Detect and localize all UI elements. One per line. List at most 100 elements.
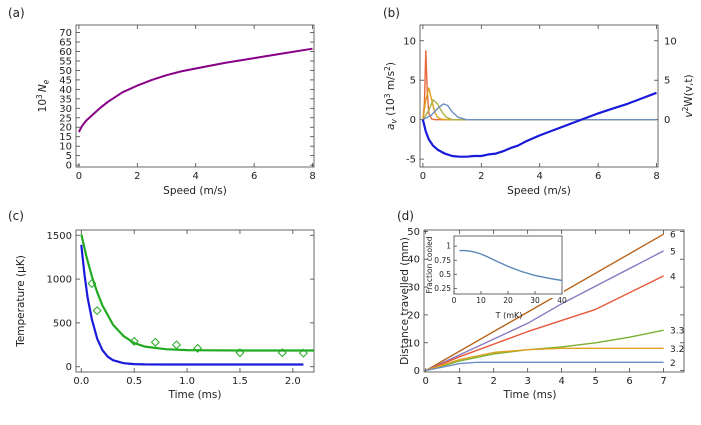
panel-b-xtick-label: 2 <box>478 171 484 182</box>
panel-a-xlabel: Speed (m/s) <box>163 185 227 197</box>
panel-c-xtick-label: 0.5 <box>126 376 142 387</box>
panel-a-xtick-label: 8 <box>309 171 315 182</box>
panel-c-data-point <box>171 340 181 350</box>
panel-c: (c) 0.0 0.5 1.0 1.5 2.0 0 500 1000 1500 Time (m… <box>8 209 315 401</box>
panel-a-ytick-label: 40 <box>59 85 72 96</box>
panel-a-series <box>78 47 313 133</box>
panel-d-frame <box>423 229 685 373</box>
panel-b-xtick-label: 0 <box>420 171 426 182</box>
panel-d-line-label: 3.3 <box>670 327 684 337</box>
panel-a-ytick-label: 15 <box>59 132 72 143</box>
inset-ylabel: Fraction cooled <box>425 236 434 293</box>
panel-c-data-point <box>298 348 308 358</box>
panel-c-data-point <box>87 278 97 288</box>
panel-d-xtick-label: 2 <box>490 376 496 387</box>
panel-c-xlabel: Time (ms) <box>168 389 222 401</box>
panel-b-label: (b) <box>383 6 400 20</box>
panel-a-ytick-label: 5 <box>66 151 72 162</box>
panel-d-xticks: 0 1 2 3 4 5 6 7 <box>423 230 667 387</box>
panel-c-fit-line <box>80 234 314 352</box>
inset-xtick-label: 20 <box>503 296 513 305</box>
panel-a-ne-line <box>78 47 313 133</box>
panel-d-line-label: 3.2 <box>670 345 684 355</box>
inset-xtick-label: 40 <box>557 296 567 305</box>
panel-d-xtick-label: 4 <box>558 376 564 387</box>
panel-b-xtick-label: 6 <box>595 171 601 182</box>
panel-d-line-3.2 <box>425 347 664 372</box>
panel-d-series: 6 5 4 3.3 3.2 2 <box>425 231 684 372</box>
panel-a-ytick-label: 45 <box>59 75 72 86</box>
panel-d-xtick-label: 7 <box>660 376 666 387</box>
panel-a-ytick-label: 30 <box>59 104 72 115</box>
panel-d-ytick-label: 40 <box>407 255 420 266</box>
panel-a-xtick-label: 6 <box>251 171 257 182</box>
panel-b-series <box>421 50 657 158</box>
panel-c-data-point <box>235 348 245 358</box>
panel-a-label: (a) <box>8 6 25 20</box>
panel-b-accel-line <box>421 91 657 158</box>
panel-c-data-point <box>92 306 102 316</box>
panel-c-xtick-label: 1.0 <box>179 376 195 387</box>
panel-d-ytick-label: 30 <box>407 283 420 294</box>
panel-a-ytick-label: 50 <box>59 66 72 77</box>
panel-c-ytick-label: 1500 <box>47 231 72 242</box>
panel-d-xtick-label: 0 <box>423 376 429 387</box>
inset-xtick-label: 0 <box>452 296 457 305</box>
panel-a-ytick-label: 10 <box>59 142 72 153</box>
panel-a-ytick-label: 20 <box>59 123 72 134</box>
panel-b-y2tick-label: 10 <box>664 36 677 47</box>
panel-c-data-point <box>129 336 139 346</box>
panel-a-ytick-label: 0 <box>66 161 72 172</box>
inset-ytick-label: 0.5 <box>439 270 451 279</box>
panel-b-xtick-label: 4 <box>537 171 543 182</box>
panel-d-ytick-label: 20 <box>407 310 420 321</box>
panel-b-frame <box>419 24 659 168</box>
inset-ytick-label: 0.25 <box>434 284 451 293</box>
panel-c-xtick-label: 0.0 <box>73 376 89 387</box>
panel-b: (b) 0 2 4 6 8 -5 0 5 10 0 5 10 Speed (m/s) av (10… <box>383 6 695 197</box>
panel-b-w-line-3 <box>422 99 657 121</box>
panel-b-y2tick-label: 5 <box>664 76 670 87</box>
panel-c-frame <box>75 229 315 373</box>
panel-a-ytick-label: 65 <box>59 38 72 49</box>
panel-c-yticks: 0 500 1000 1500 <box>47 231 314 373</box>
panel-c-xticks: 0.0 0.5 1.0 1.5 2.0 <box>73 230 301 387</box>
inset-yticks: 0.25 0.5 0.75 1 <box>434 242 457 293</box>
panel-d-ytick-label: 0 <box>414 366 420 377</box>
panel-d-line-5 <box>425 250 664 372</box>
panel-d-line-label: 2 <box>670 359 676 369</box>
panel-a-xtick-label: 4 <box>193 171 199 182</box>
panel-d-line-label: 4 <box>670 272 676 282</box>
panel-d-line-6 <box>425 233 664 372</box>
panel-c-data-point <box>193 343 203 353</box>
panel-b-xticks: 0 2 4 6 8 <box>420 25 660 182</box>
panel-a-frame <box>75 24 315 168</box>
panel-c-ylabel: Temperature (μK) <box>15 255 27 348</box>
panel-a-xticks: 0 2 4 6 8 <box>76 25 316 182</box>
panel-b-ytick-label: 0 <box>410 115 416 126</box>
panel-a-ytick-label: 70 <box>59 28 72 39</box>
panel-c-series <box>80 234 314 366</box>
panel-b-ylabel: av (103 m/s2) <box>383 62 399 130</box>
panel-b-ytick-label: 5 <box>410 76 416 87</box>
panel-c-model-line <box>80 244 304 366</box>
inset-series <box>459 249 563 282</box>
panel-d-line-label: 6 <box>670 231 676 241</box>
panel-d-line-2 <box>425 361 664 372</box>
panel-a-ytick-label: 60 <box>59 47 72 58</box>
panel-b-xtick-label: 8 <box>653 171 659 182</box>
panel-d-line-4 <box>425 275 664 372</box>
panel-b-xlabel: Speed (m/s) <box>507 185 571 197</box>
panel-d-ylabel: Distance travelled (mm) <box>399 237 411 365</box>
panel-a-ytick-label: 25 <box>59 113 72 124</box>
panel-c-label: (c) <box>8 209 24 223</box>
panel-a-xtick-label: 2 <box>134 171 140 182</box>
panel-c-ytick-label: 500 <box>53 318 72 329</box>
panel-d-xtick-label: 3 <box>524 376 530 387</box>
panel-d-ytick-label: 50 <box>407 227 420 238</box>
panel-a-ytick-label: 35 <box>59 94 72 105</box>
